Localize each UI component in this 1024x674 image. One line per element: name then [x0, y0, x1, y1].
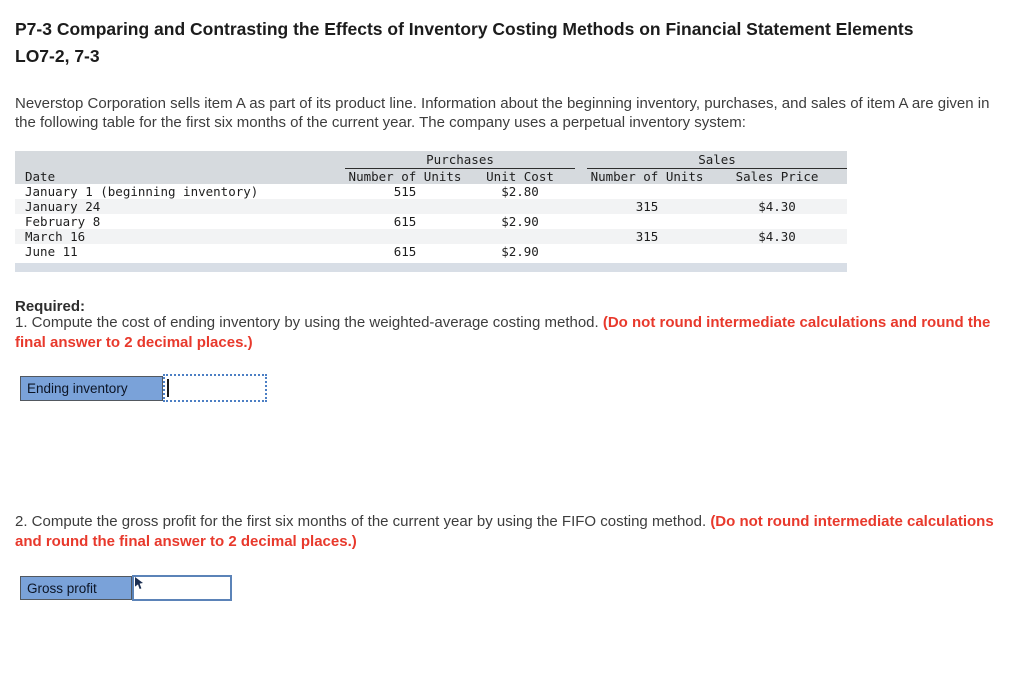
cell-purchase-units: 615	[393, 244, 417, 259]
question-1: 1. Compute the cost of ending inventory …	[15, 313, 1005, 352]
cell-sales-units: 315	[635, 229, 659, 244]
column-header-purchase-units: Number of Units	[348, 168, 462, 184]
table-row: January 24 315 $4.30	[15, 199, 848, 214]
table-row: January 1 (beginning inventory) 515 $2.8…	[15, 184, 847, 199]
cell-sales-units	[587, 214, 707, 229]
problem-intro: Neverstop Corporation sells item A as pa…	[15, 95, 990, 131]
table-row: June 11 615 $2.90	[15, 244, 847, 259]
sales-group-header: Sales	[587, 151, 848, 169]
table-group-header-row: Purchases Sales	[15, 151, 848, 169]
cell-sales-price	[707, 214, 847, 229]
question-2-text: 2. Compute the gross profit for the firs…	[15, 513, 711, 530]
cell-sales-units: 315	[635, 199, 659, 214]
table-row: February 8 615 $2.90	[15, 214, 847, 229]
question-2: 2. Compute the gross profit for the firs…	[15, 512, 1005, 551]
cell-sales-price	[707, 184, 847, 199]
cell-sales-price: $4.30	[758, 199, 796, 214]
cell-sales-price: $4.30	[758, 229, 796, 244]
gross-profit-input-box[interactable]	[132, 575, 232, 601]
ending-inventory-input-box[interactable]	[163, 374, 267, 402]
question-1-text: 1. Compute the cost of ending inventory …	[15, 314, 603, 331]
question-2-rounding-note: (Do not round intermediate calculations …	[15, 513, 994, 550]
question-1-rounding-note: (Do not round intermediate calculations …	[15, 314, 991, 351]
cell-date: January 24	[25, 199, 101, 214]
cell-date: February 8	[25, 214, 101, 229]
cell-purchase-units: 615	[393, 214, 417, 229]
cell-gap	[575, 229, 587, 244]
empty-header-cell	[15, 151, 345, 168]
cell-unit-cost: $2.90	[501, 214, 539, 229]
mouse-cursor-icon	[135, 577, 143, 589]
text-caret	[167, 379, 169, 397]
table-column-header-row: Date Number of Units Unit Cost Number of…	[15, 168, 848, 184]
cell-unit-cost	[465, 199, 575, 214]
cell-purchase-units	[345, 199, 465, 214]
table-row: March 16 315 $4.30	[15, 229, 848, 244]
cell-date: March 16	[25, 229, 86, 244]
cell-gap	[575, 214, 587, 229]
cell-purchase-units	[345, 229, 465, 244]
inventory-table: Purchases Sales Date Number of Units Uni…	[15, 151, 848, 272]
problem-title: P7-3 Comparing and Contrasting the Effec…	[15, 19, 914, 66]
cell-unit-cost: $2.80	[501, 184, 539, 199]
table-footer-bar	[15, 263, 847, 272]
column-header-sales-price: Sales Price	[735, 168, 819, 184]
cell-sales-units	[587, 244, 707, 259]
ending-inventory-input[interactable]	[165, 376, 265, 400]
column-header-date: Date	[25, 168, 56, 184]
cell-gap	[575, 184, 587, 199]
gross-profit-input[interactable]	[134, 577, 230, 599]
cell-unit-cost: $2.90	[501, 244, 539, 259]
column-header-sales-units: Number of Units	[590, 168, 704, 184]
cell-date: June 11	[25, 244, 78, 259]
ending-inventory-label: Ending inventory	[20, 375, 163, 401]
cell-sales-price	[707, 244, 847, 259]
cell-sales-units	[587, 184, 707, 199]
cell-date: January 1 (beginning inventory)	[25, 184, 259, 199]
required-heading: Required:	[15, 298, 86, 315]
cell-gap	[575, 199, 587, 214]
purchases-group-header: Purchases	[345, 151, 576, 169]
cell-gap	[575, 244, 587, 259]
cell-purchase-units: 515	[393, 184, 417, 199]
group-gap	[575, 151, 587, 168]
gross-profit-row: Gross profit	[20, 575, 232, 601]
column-header-unit-cost: Unit Cost	[486, 168, 554, 184]
ending-inventory-row: Ending inventory	[20, 374, 267, 402]
cell-unit-cost	[465, 229, 575, 244]
gross-profit-label: Gross profit	[20, 576, 132, 600]
group-gap	[575, 168, 587, 184]
